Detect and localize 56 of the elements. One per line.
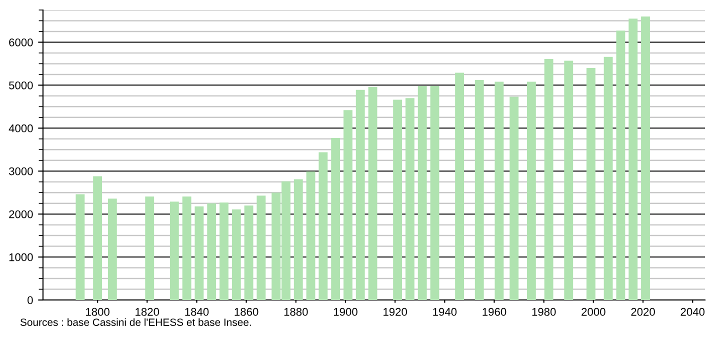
x-tick-label: 1880 bbox=[284, 308, 308, 316]
y-tick-label: 3000 bbox=[8, 167, 33, 176]
bar bbox=[526, 82, 536, 300]
x-tick-label: 1900 bbox=[334, 308, 358, 316]
bar bbox=[474, 80, 484, 300]
x-tick-label: 2020 bbox=[631, 308, 655, 316]
x-tick-label: 1800 bbox=[86, 308, 110, 316]
bar bbox=[393, 100, 402, 300]
x-tick-label: 1840 bbox=[185, 308, 209, 316]
x-tick-label: 1820 bbox=[136, 308, 160, 316]
bar bbox=[510, 96, 519, 300]
y-tick-label: 0 bbox=[28, 296, 33, 304]
bar bbox=[170, 202, 179, 300]
bar bbox=[182, 196, 192, 300]
x-tick-label: 1980 bbox=[532, 308, 556, 316]
bar bbox=[564, 60, 574, 300]
x-tick-label: 2040 bbox=[680, 308, 705, 316]
bar bbox=[108, 198, 117, 300]
bar bbox=[232, 209, 241, 300]
x-tick-label: 1960 bbox=[482, 308, 506, 316]
y-tick-label: 1000 bbox=[9, 253, 33, 262]
y-tick-label: 2000 bbox=[9, 210, 33, 218]
bar bbox=[418, 86, 427, 300]
bar bbox=[207, 203, 216, 300]
x-tick-label: 1940 bbox=[433, 308, 457, 316]
bar bbox=[344, 110, 352, 300]
y-tick-label: 5000 bbox=[9, 81, 33, 90]
bar bbox=[455, 72, 464, 300]
bar bbox=[76, 194, 85, 300]
y-tick-label: 6000 bbox=[9, 38, 33, 46]
y-tick-label: 4000 bbox=[8, 124, 33, 132]
source-note: Sources : base Cassini de l'EHESS et base Insee. bbox=[20, 318, 251, 326]
bar bbox=[145, 196, 154, 300]
bar bbox=[430, 86, 440, 300]
bar bbox=[641, 16, 650, 300]
bar bbox=[256, 196, 266, 300]
bar bbox=[331, 138, 340, 300]
bar bbox=[294, 179, 303, 300]
bar bbox=[494, 82, 504, 300]
bar bbox=[93, 176, 102, 300]
bar bbox=[616, 30, 626, 300]
bar bbox=[244, 205, 254, 300]
x-tick-label: 1920 bbox=[384, 308, 407, 316]
x-tick-label: 1860 bbox=[234, 308, 258, 316]
bar bbox=[405, 98, 414, 300]
bar bbox=[544, 58, 554, 300]
bar bbox=[306, 172, 316, 300]
x-tick-label: 2000 bbox=[582, 308, 606, 316]
bar bbox=[628, 18, 638, 300]
bar bbox=[220, 202, 228, 300]
bar bbox=[586, 68, 596, 300]
bar bbox=[368, 86, 378, 300]
bar bbox=[604, 56, 613, 300]
bar bbox=[356, 90, 365, 300]
bar bbox=[318, 152, 328, 300]
bar bbox=[194, 206, 204, 300]
